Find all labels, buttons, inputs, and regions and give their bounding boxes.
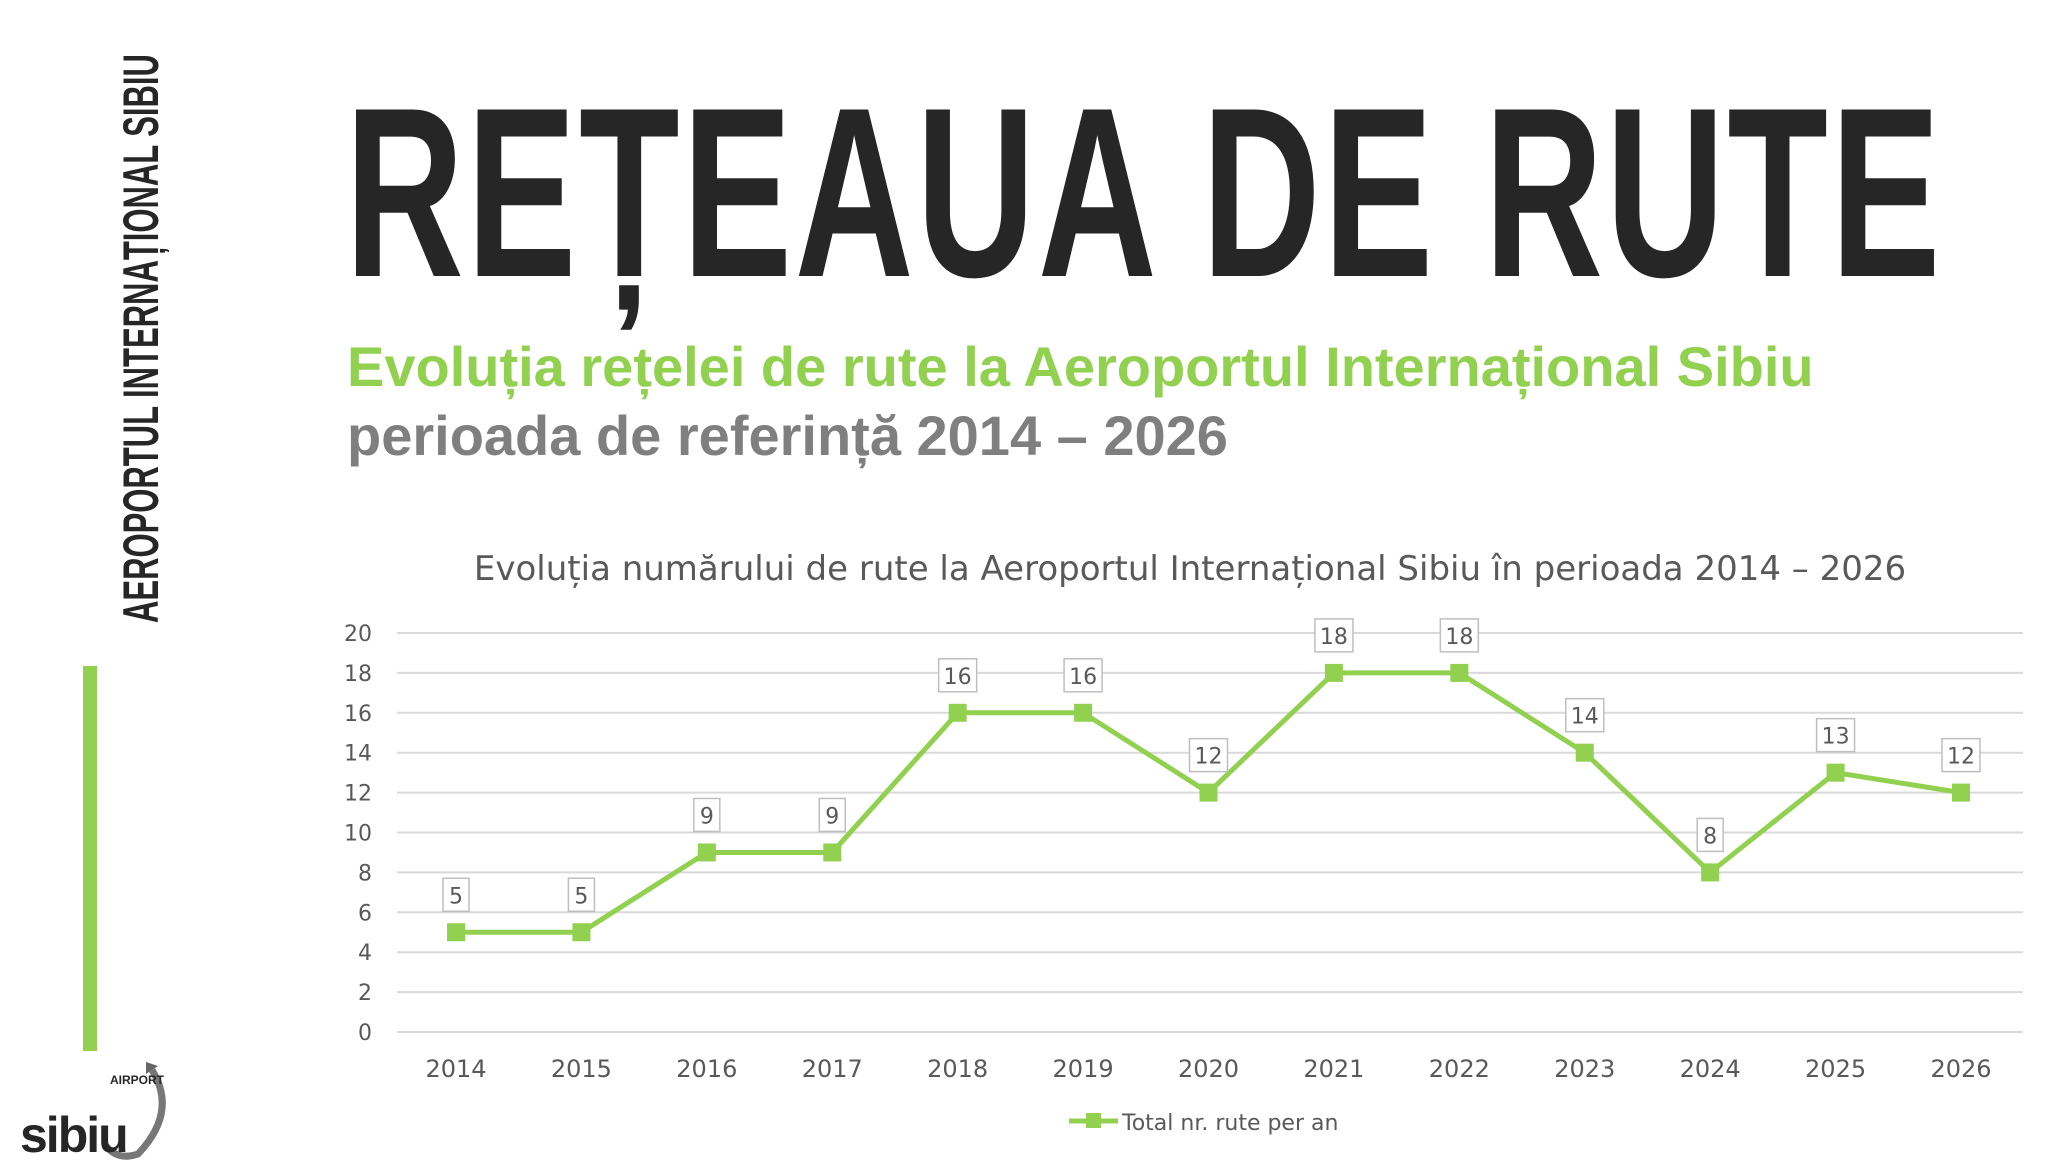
data-label: 18 bbox=[1445, 625, 1473, 650]
data-label: 8 bbox=[1703, 824, 1717, 849]
data-label-box bbox=[1314, 618, 1354, 653]
x-tick-label: 2015 bbox=[551, 1055, 612, 1083]
data-label: 12 bbox=[1195, 745, 1223, 770]
x-tick-label: 2019 bbox=[1053, 1055, 1114, 1083]
data-label-box bbox=[1815, 717, 1856, 753]
data-label-box bbox=[1696, 817, 1724, 853]
data-point bbox=[1450, 663, 1469, 682]
svg-text:AIRPORT: AIRPORT bbox=[110, 1073, 165, 1087]
subtitle-period: perioada de referință 2014 – 2026 bbox=[347, 404, 1228, 467]
data-label: 16 bbox=[1069, 665, 1097, 690]
data-label: 9 bbox=[700, 804, 714, 829]
data-label: 5 bbox=[449, 884, 463, 909]
y-tick-label: 12 bbox=[344, 782, 372, 807]
data-point bbox=[948, 703, 967, 722]
y-tick-label: 0 bbox=[358, 1021, 372, 1046]
data-point bbox=[1826, 763, 1845, 782]
y-tick-label: 6 bbox=[358, 901, 372, 926]
data-label: 9 bbox=[825, 804, 839, 829]
legend: Total nr. rute per an bbox=[1069, 1111, 1338, 1136]
data-label: 14 bbox=[1571, 705, 1599, 730]
data-point bbox=[572, 923, 591, 942]
data-label: 5 bbox=[574, 884, 588, 909]
subtitle: Evoluția rețelei de rute la Aeroportul I… bbox=[347, 335, 1814, 398]
y-tick-label: 10 bbox=[344, 822, 372, 847]
y-tick-label: 16 bbox=[344, 702, 372, 727]
data-label-box bbox=[937, 658, 978, 693]
data-point bbox=[447, 923, 465, 942]
data-label-box bbox=[1063, 658, 1103, 693]
data-point bbox=[1074, 703, 1093, 722]
data-label-box bbox=[1439, 618, 1480, 653]
data-point bbox=[1575, 743, 1594, 762]
y-tick-label: 20 bbox=[344, 622, 372, 647]
accent-bar bbox=[83, 666, 97, 1051]
y-tick-label: 4 bbox=[358, 941, 372, 966]
svg-text:sibiu: sibiu bbox=[20, 1107, 127, 1162]
x-tick-label: 2022 bbox=[1429, 1055, 1490, 1083]
data-point bbox=[1324, 663, 1343, 682]
chart-title: Evoluția numărului de rute la Aeroportul… bbox=[474, 549, 1906, 589]
x-tick-label: 2020 bbox=[1178, 1055, 1239, 1083]
x-tick-label: 2026 bbox=[1930, 1055, 1991, 1083]
x-tick-label: 2017 bbox=[802, 1055, 863, 1083]
x-tick-label: 2014 bbox=[425, 1055, 486, 1083]
data-label-box bbox=[693, 797, 721, 833]
x-tick-label: 2018 bbox=[927, 1055, 988, 1083]
data-label-box bbox=[1941, 737, 1981, 773]
sibiu-airport-logo: AIRPORT sibiu bbox=[20, 1062, 166, 1162]
y-tick-label: 8 bbox=[358, 861, 372, 886]
data-label: 18 bbox=[1320, 625, 1348, 650]
x-tick-label: 2023 bbox=[1554, 1055, 1615, 1083]
y-tick-label: 2 bbox=[358, 981, 372, 1006]
x-tick-label: 2021 bbox=[1303, 1055, 1364, 1083]
data-label-box bbox=[442, 877, 470, 912]
data-label: 16 bbox=[944, 665, 972, 690]
legend-label: Total nr. rute per an bbox=[1121, 1111, 1338, 1136]
x-tick-label: 2024 bbox=[1680, 1055, 1741, 1083]
data-point bbox=[823, 843, 842, 862]
y-tick-label: 14 bbox=[344, 742, 372, 767]
page-title: REȚEAUA DE RUTE bbox=[345, 58, 1944, 328]
data-point bbox=[697, 843, 716, 862]
x-tick-label: 2016 bbox=[676, 1055, 737, 1083]
y-tick-label: 18 bbox=[344, 662, 372, 687]
data-label-box bbox=[1188, 737, 1229, 773]
legend-marker bbox=[1086, 1113, 1101, 1128]
data-label-box bbox=[1565, 697, 1605, 733]
data-label-box bbox=[818, 797, 846, 833]
data-point bbox=[1199, 783, 1218, 802]
data-point bbox=[1952, 783, 1970, 802]
data-label-box bbox=[567, 877, 596, 912]
data-label: 12 bbox=[1947, 745, 1975, 770]
data-point bbox=[1701, 863, 1720, 882]
x-tick-label: 2025 bbox=[1805, 1055, 1866, 1083]
data-label: 13 bbox=[1822, 725, 1850, 750]
